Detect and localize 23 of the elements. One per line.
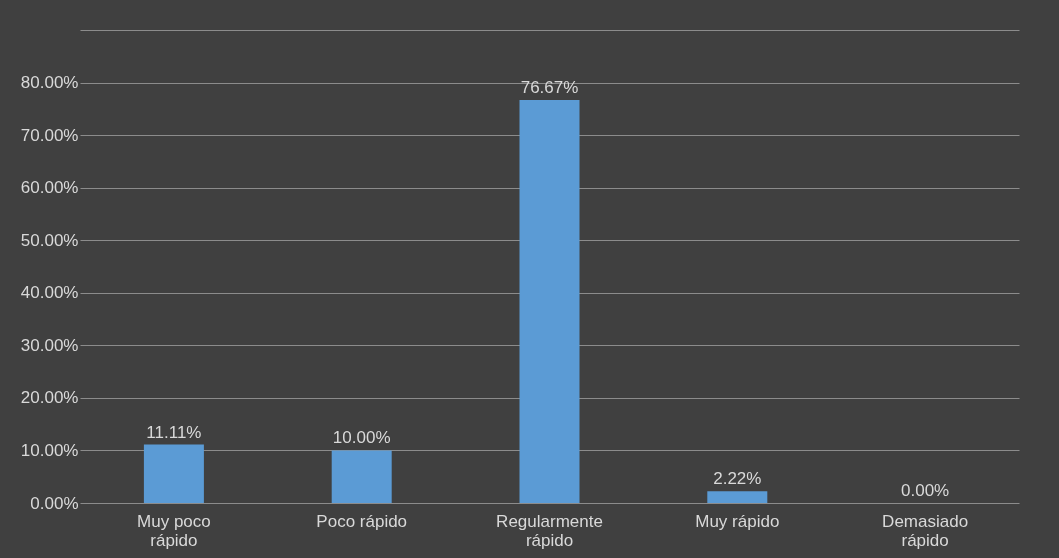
data-label: 0.00% xyxy=(901,481,950,500)
x-tick-label: Regularmente rápido xyxy=(496,511,603,550)
y-tick-label: 0.00% xyxy=(30,493,79,513)
y-tick-label: 70.00% xyxy=(20,125,79,145)
y-tick-label: 10.00% xyxy=(20,440,79,460)
x-tick-label: Demasiado rápido xyxy=(882,511,969,550)
bar xyxy=(143,444,204,503)
x-tick-label: Poco rápido xyxy=(316,511,408,531)
y-tick-label: 20.00% xyxy=(20,388,79,408)
bar xyxy=(519,100,580,503)
y-tick-label: 80.00% xyxy=(20,73,79,93)
bar xyxy=(331,450,392,503)
bar xyxy=(707,491,768,503)
data-label: 76.67% xyxy=(520,78,579,98)
y-tick-label: 60.00% xyxy=(20,178,79,198)
x-tick-label: Muy rápido xyxy=(695,511,780,531)
y-tick-label: 40.00% xyxy=(20,283,79,303)
data-label: 11.11% xyxy=(146,422,202,442)
y-tick-label: 50.00% xyxy=(20,230,79,250)
data-label: 10.00% xyxy=(332,428,391,448)
y-tick-label: 30.00% xyxy=(20,335,79,355)
data-label: 2.22% xyxy=(713,469,762,489)
x-tick-label: Muy poco rápido xyxy=(137,511,211,550)
